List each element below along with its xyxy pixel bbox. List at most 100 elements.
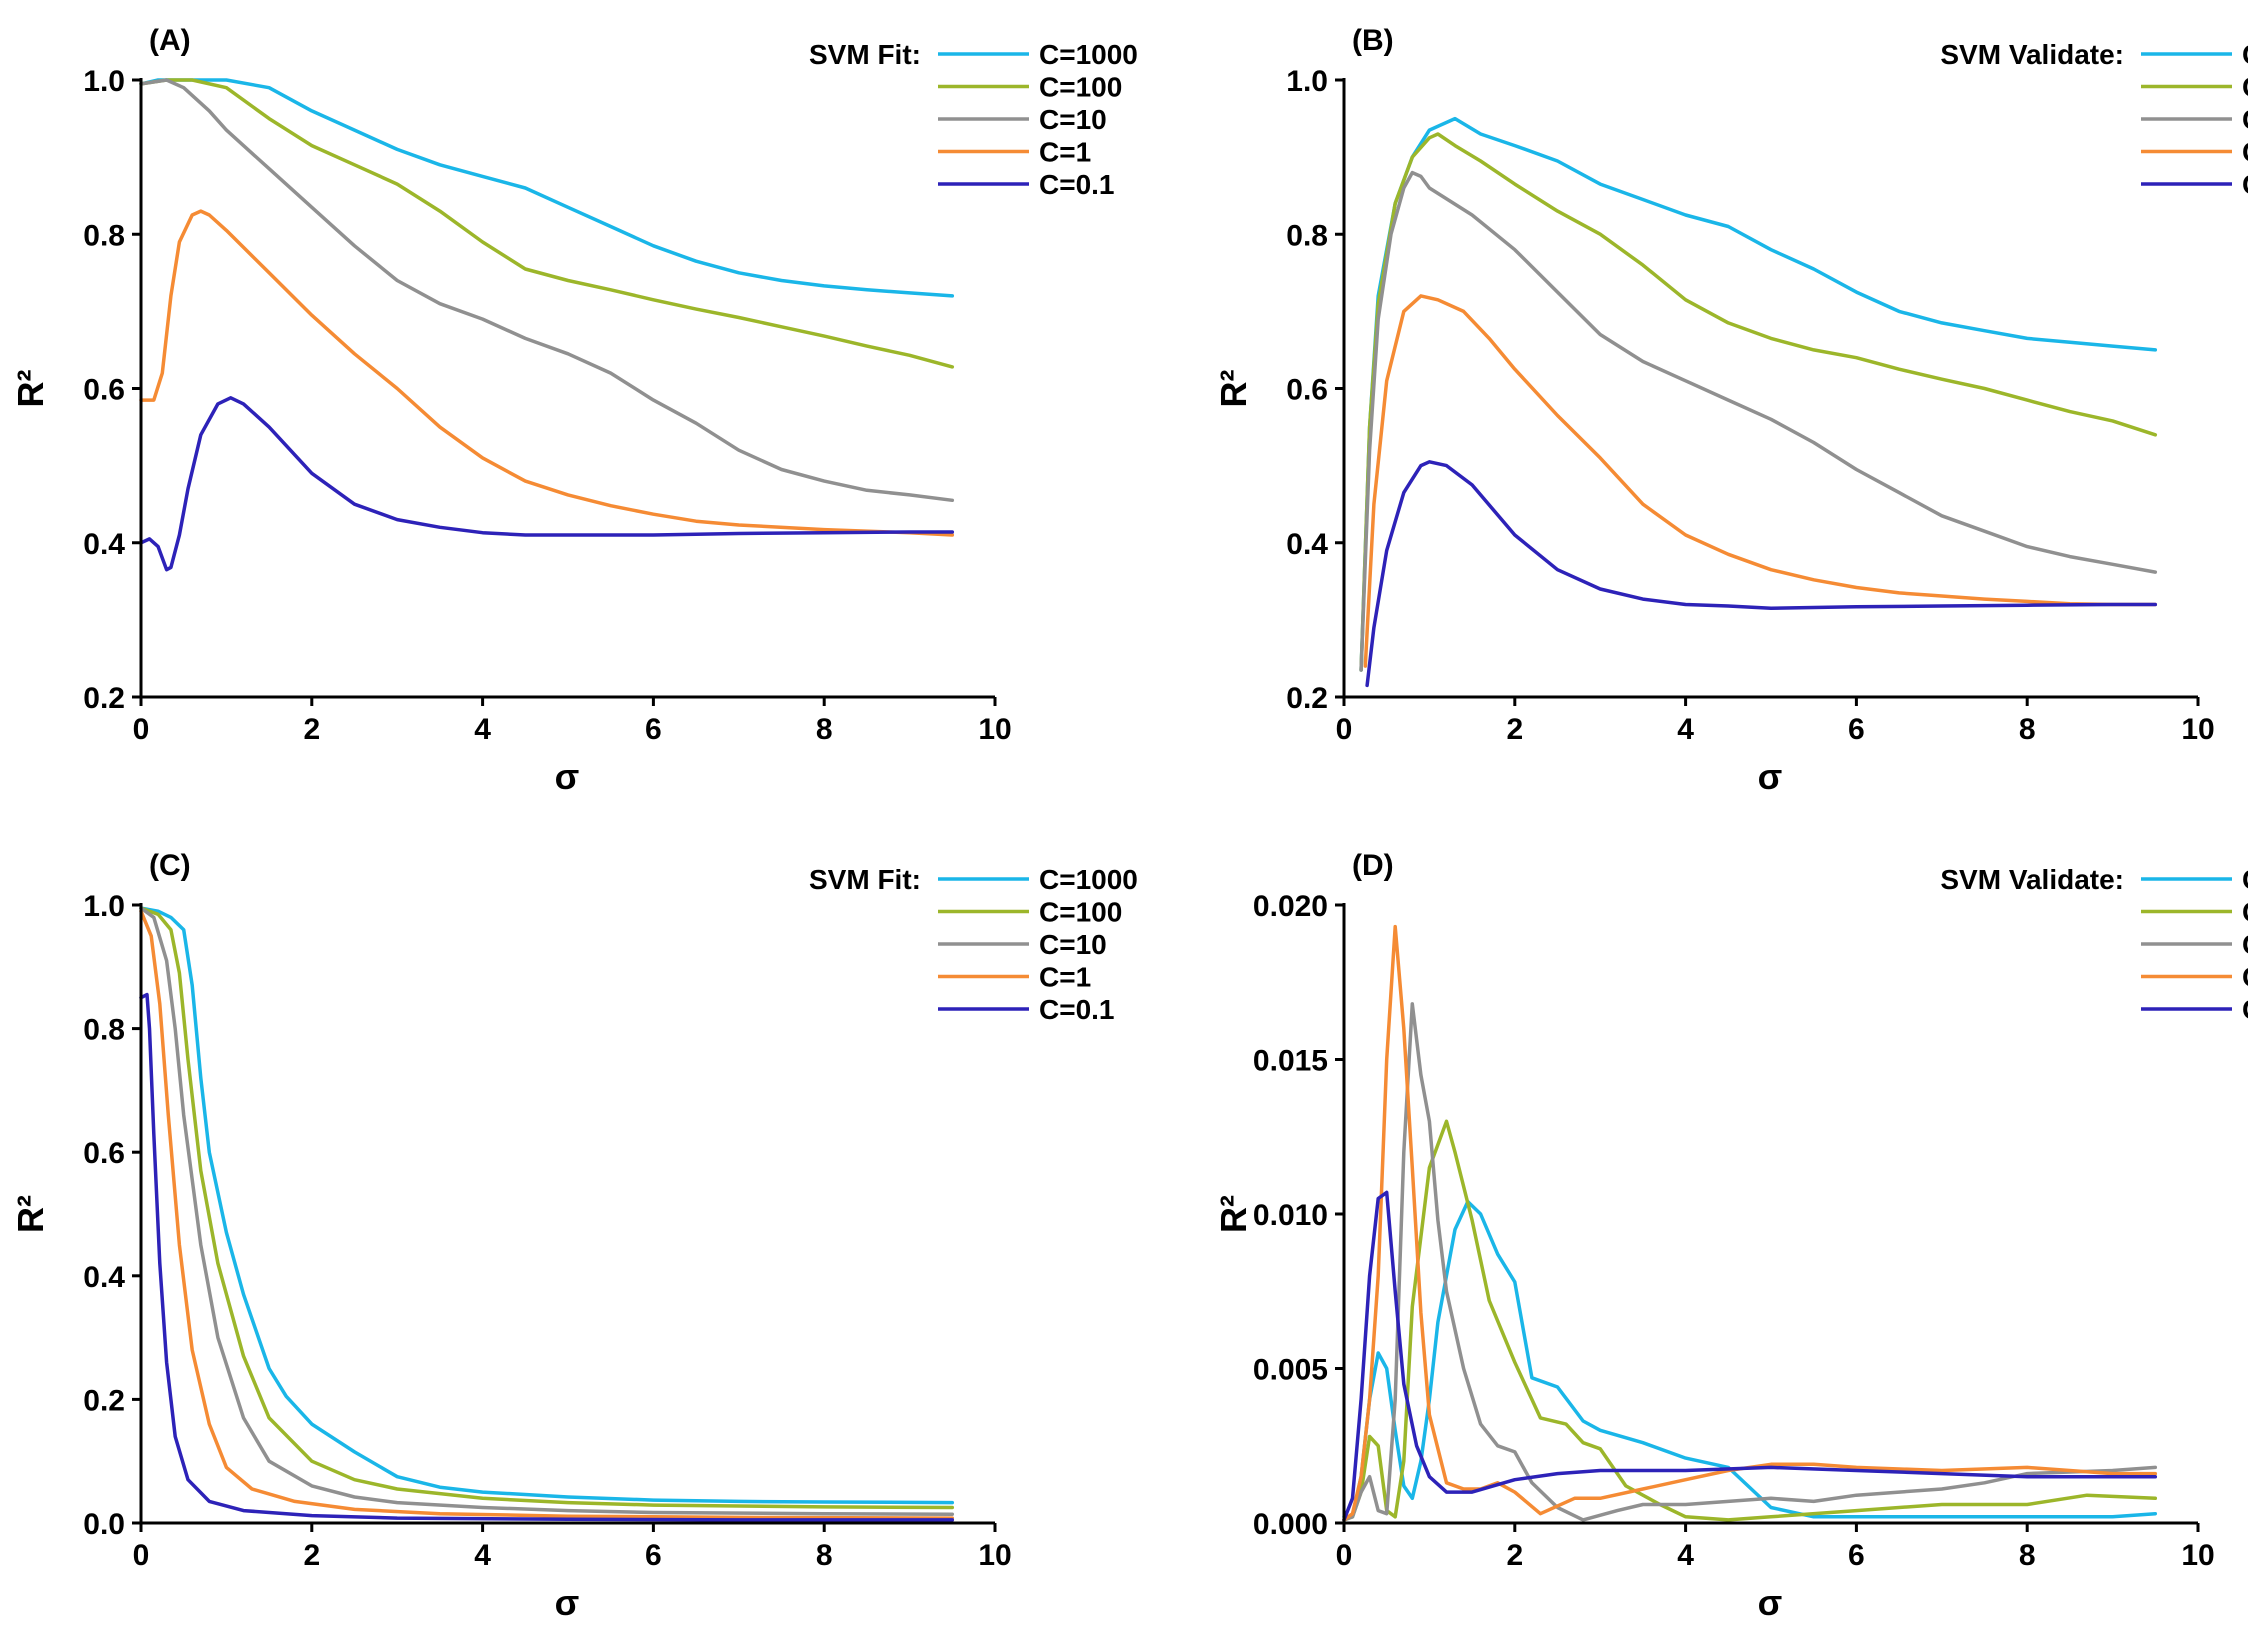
- series-line-a-c100: [139, 78, 955, 369]
- legend-entry-c: C=100: [1039, 897, 1122, 928]
- y-tick-label-b: 0.6: [1286, 374, 1328, 407]
- y-axis-title-b: R²: [1213, 370, 1254, 408]
- legend-entry-d: C=1: [2242, 962, 2248, 993]
- x-tick-label-a: 6: [645, 713, 662, 746]
- series-line-a-c1000: [139, 78, 955, 298]
- y-tick-label-a: 0.6: [83, 374, 125, 407]
- series-line-c-c100: [139, 906, 955, 1510]
- legend-entry-c: C=0.1: [1039, 994, 1115, 1025]
- legend-entry-d: C=10: [2242, 929, 2248, 960]
- x-tick-label-b: 2: [1506, 713, 1523, 746]
- series-line-d-c01: [1342, 1190, 2158, 1522]
- x-tick-label-d: 0: [1336, 1539, 1353, 1572]
- series-line-c-c01: [139, 992, 955, 1522]
- x-tick-label-d: 10: [2181, 1539, 2214, 1572]
- legend-entry-a: C=10: [1039, 104, 1107, 135]
- y-tick-label-a: 0.4: [83, 528, 125, 561]
- series-line-b-c10: [1359, 170, 2158, 672]
- legend-entry-a: C=1000: [1039, 39, 1138, 70]
- panel-a: 0 2 4 6 8 10 0.2 0.4 0.6 0.8 1.0 σ R² (A) SVM Fit: C=10…: [10, 24, 1138, 797]
- legend-entry-a: C=1: [1039, 137, 1091, 168]
- x-tick-label-d: 8: [2019, 1539, 2036, 1572]
- panel-label-b: (B): [1352, 24, 1394, 57]
- x-tick-label-a: 4: [474, 713, 491, 746]
- legend-title-c: SVM Fit:: [809, 864, 921, 895]
- panel-c: 0 2 4 6 8 10 0.0 0.2 0.4 0.6 0.8 1.0 σ R² (C) SVM Fit: C…: [10, 849, 1138, 1623]
- x-tick-label-b: 6: [1848, 713, 1865, 746]
- x-tick-label-a: 8: [816, 713, 833, 746]
- y-tick-label-c: 0.6: [83, 1137, 125, 1170]
- series-line-b-c100: [1359, 132, 2158, 672]
- y-tick-label-d: 0.005: [1253, 1354, 1328, 1387]
- legend-entry-b: C=100: [2242, 72, 2248, 103]
- y-tick-label-b: 0.2: [1286, 682, 1328, 715]
- y-tick-label-a: 1.0: [83, 65, 125, 98]
- y-tick-label-d: 0.015: [1253, 1045, 1328, 1078]
- x-tick-label-b: 10: [2181, 713, 2214, 746]
- x-tick-label-c: 4: [474, 1539, 491, 1572]
- legend-entry-b: C=1000: [2242, 39, 2248, 70]
- panel-label-a: (A): [149, 24, 191, 57]
- legend-entry-c: C=1: [1039, 962, 1091, 993]
- y-tick-label-b: 1.0: [1286, 65, 1328, 98]
- x-tick-label-b: 4: [1677, 713, 1694, 746]
- y-tick-label-a: 0.2: [83, 682, 125, 715]
- series-line-d-c1000: [1342, 1199, 2158, 1519]
- y-tick-label-c: 0.4: [83, 1261, 125, 1294]
- y-tick-label-c: 0.0: [83, 1508, 125, 1541]
- x-tick-label-c: 0: [133, 1539, 150, 1572]
- x-tick-label-a: 0: [133, 713, 150, 746]
- legend-entry-a: C=100: [1039, 72, 1122, 103]
- x-tick-label-d: 4: [1677, 1539, 1694, 1572]
- y-tick-label-c: 0.8: [83, 1014, 125, 1047]
- legend-entry-a: C=0.1: [1039, 169, 1115, 200]
- panel-label-c: (C): [149, 849, 191, 882]
- x-tick-label-c: 10: [978, 1539, 1011, 1572]
- y-tick-label-d: 0.000: [1253, 1508, 1328, 1541]
- y-axis-title-c: R²: [10, 1195, 51, 1233]
- y-axis-title-d: R²: [1213, 1195, 1254, 1233]
- y-tick-label-d: 0.020: [1253, 890, 1328, 923]
- x-tick-label-c: 2: [303, 1539, 320, 1572]
- x-axis-title-b: σ: [1758, 756, 1783, 797]
- series-line-a-c10: [139, 78, 955, 503]
- y-tick-label-c: 0.2: [83, 1384, 125, 1417]
- series-line-c-c1: [139, 909, 955, 1520]
- y-tick-label-a: 0.8: [83, 219, 125, 252]
- y-tick-label-b: 0.8: [1286, 219, 1328, 252]
- x-tick-label-b: 0: [1336, 713, 1353, 746]
- panel-d: 0 2 4 6 8 10 0.000 0.005 0.010 0.015 0.020 σ R² (D) SV…: [1213, 849, 2248, 1623]
- legend-entry-c: C=1000: [1039, 864, 1138, 895]
- series-line-c-c1000: [139, 906, 955, 1505]
- legend-title-d: SVM Validate:: [1940, 864, 2124, 895]
- x-tick-label-d: 6: [1848, 1539, 1865, 1572]
- legend-entry-b: C=0.1: [2242, 169, 2248, 200]
- x-axis-title-c: σ: [555, 1582, 580, 1623]
- series-line-a-c1: [139, 209, 955, 537]
- legend-entry-d: C=100: [2242, 897, 2248, 928]
- x-tick-label-a: 2: [303, 713, 320, 746]
- series-line-b-c1000: [1359, 116, 2158, 672]
- x-tick-label-d: 2: [1506, 1539, 1523, 1572]
- series-line-b-c01: [1365, 460, 2158, 688]
- legend-entry-d: C=0.1: [2242, 994, 2248, 1025]
- legend-entry-b: C=10: [2242, 104, 2248, 135]
- x-tick-label-c: 8: [816, 1539, 833, 1572]
- x-tick-label-a: 10: [978, 713, 1011, 746]
- legend-title-a: SVM Fit:: [809, 39, 921, 70]
- legend-title-b: SVM Validate:: [1940, 39, 2124, 70]
- legend-entry-b: C=1: [2242, 137, 2248, 168]
- y-tick-label-b: 0.4: [1286, 528, 1328, 561]
- legend-entry-c: C=10: [1039, 929, 1107, 960]
- series-line-d-c100: [1342, 1119, 2158, 1522]
- series-line-d-c1: [1342, 924, 2158, 1522]
- panel-label-d: (D): [1352, 849, 1394, 882]
- series-line-d-c10: [1342, 1002, 2158, 1522]
- panel-b: 0 2 4 6 8 10 0.2 0.4 0.6 0.8 1.0 σ R² (B) SVM Validate…: [1213, 24, 2248, 797]
- y-tick-label-d: 0.010: [1253, 1199, 1328, 1232]
- x-axis-title-d: σ: [1758, 1582, 1783, 1623]
